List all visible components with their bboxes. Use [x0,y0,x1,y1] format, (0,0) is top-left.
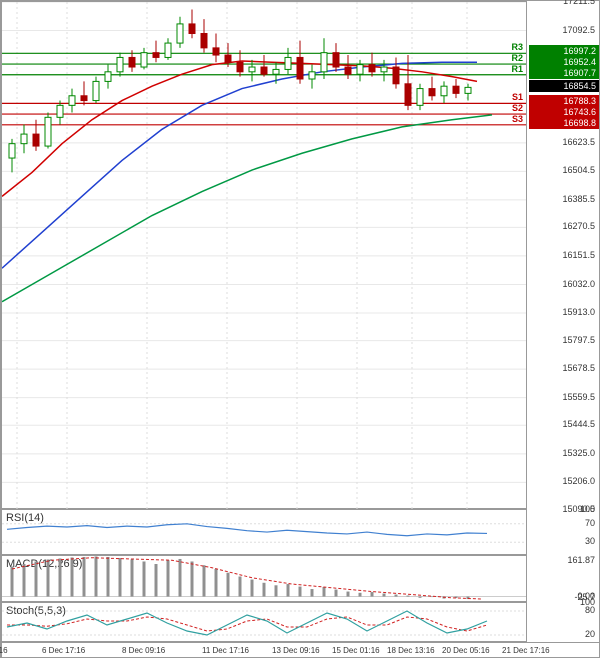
x-tick-label: 8 Dec 09:16 [122,646,165,655]
y-tick-label: 16623.5 [562,137,595,147]
y-tick-label: 16504.5 [562,165,595,175]
x-tick-label: 13 Dec 09:16 [272,646,320,655]
x-axis: 5:16 6 Dec 17:16 8 Dec 09:16 11 Dec 17:16 13… [1,642,600,658]
rsi-tick: 70 [585,518,595,528]
y-tick-label: 15444.5 [562,419,595,429]
level-label: R3 [511,42,523,52]
stoch-svg [2,603,532,643]
level-label: R2 [511,53,523,63]
level-price-box: 16907.7 [529,67,599,79]
level-price-box: 16698.8 [529,117,599,129]
rsi-tick: 100 [580,504,595,514]
x-tick-label: 11 Dec 17:16 [202,646,249,655]
level-label: S2 [512,103,523,113]
rsi-panel[interactable]: RSI(14) [1,509,531,555]
y-tick-label: 15678.5 [562,363,595,373]
chart-container: RSI(14) MACD(12,26,9) Stoch(5,5,3) 17211… [0,0,600,658]
y-tick-label: 15325.0 [562,448,595,458]
x-tick-label: 5:16 [0,646,8,655]
x-tick-label: 20 Dec 05:16 [442,646,490,655]
rsi-tick: 30 [585,536,595,546]
y-tick-label: 16032.0 [562,279,595,289]
macd-svg [2,556,532,603]
x-tick-label: 15 Dec 01:16 [332,646,380,655]
level-label: R1 [511,64,523,74]
macd-tick: 161.87 [567,555,595,565]
y-tick-label: 17092.5 [562,25,595,35]
x-tick-label: 6 Dec 17:16 [42,646,85,655]
price-chart-svg [2,2,528,510]
y-tick-label: 16270.5 [562,221,595,231]
price-chart-panel[interactable] [1,1,527,509]
y-tick-label: 15559.5 [562,392,595,402]
level-label: S3 [512,114,523,124]
y-axis: 17211.5 17092.5 16623.5 16504.5 16385.5 16270… [526,1,599,642]
level-label: S1 [512,92,523,102]
rsi-svg [2,510,532,556]
current-price-box: 16854.5 [529,80,599,92]
y-tick-label: 16151.5 [562,250,595,260]
stoch-tick: 20 [585,629,595,639]
y-tick-label: 16385.5 [562,194,595,204]
macd-panel[interactable]: MACD(12,26,9) [1,555,531,602]
y-tick-label: 15913.0 [562,307,595,317]
x-tick-label: 18 Dec 13:16 [387,646,435,655]
stoch-panel[interactable]: Stoch(5,5,3) [1,602,531,642]
stoch-tick: 80 [585,605,595,615]
y-tick-label: 17211.5 [563,0,595,6]
x-tick-label: 21 Dec 17:16 [502,646,550,655]
y-tick-label: 15206.0 [562,476,595,486]
y-tick-label: 15797.5 [562,335,595,345]
